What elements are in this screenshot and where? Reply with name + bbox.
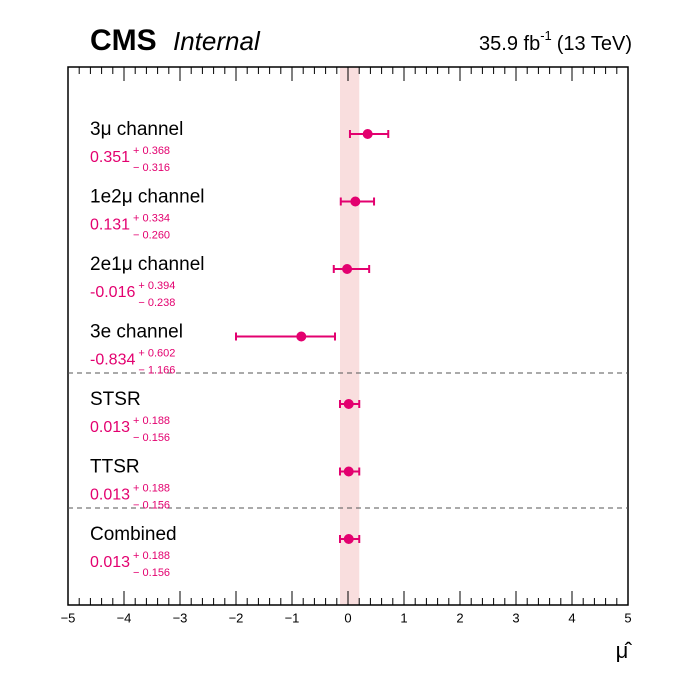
err-plus-label: + 0.188 — [133, 482, 170, 494]
err-minus-label: − 0.156 — [133, 432, 170, 444]
status: Internal — [173, 26, 261, 56]
point — [343, 534, 354, 544]
value-label: 0.013 — [90, 554, 130, 571]
err-minus-label: − 0.238 — [138, 297, 175, 309]
x-tick-label: 4 — [568, 610, 575, 625]
err-minus-label: − 1.166 — [138, 364, 175, 376]
x-axis-label: μ̂ — [616, 638, 633, 663]
value-label: 0.351 — [90, 149, 130, 166]
err-minus-label: − 0.316 — [133, 162, 170, 174]
x-tick-label: 1 — [400, 610, 407, 625]
value-label: 0.013 — [90, 419, 130, 436]
x-tick-label: −2 — [229, 610, 244, 625]
lumi: 35.9 fb — [479, 33, 540, 55]
plot-area — [235, 67, 390, 605]
point — [343, 399, 354, 409]
point — [350, 196, 361, 207]
energy: (13 TeV) — [557, 33, 632, 55]
category-label: TTSR — [90, 457, 140, 478]
value-label: -0.834 — [90, 352, 135, 369]
category-label: 1e2μ channel — [90, 187, 204, 208]
point — [296, 331, 307, 342]
err-minus-label: − 0.260 — [133, 229, 170, 241]
x-tick-label: 2 — [456, 610, 463, 625]
value-label: -0.016 — [90, 284, 135, 301]
x-tick-label: 3 — [512, 610, 519, 625]
err-plus-label: + 0.602 — [138, 347, 175, 359]
value-label: 0.013 — [90, 487, 130, 504]
x-tick-label: −4 — [117, 610, 132, 625]
x-tick-label: −1 — [285, 610, 300, 625]
err-plus-label: + 0.188 — [133, 415, 170, 427]
uncertainty-band — [339, 67, 360, 605]
point — [362, 129, 373, 139]
point — [342, 264, 353, 274]
category-label: 3e channel — [90, 322, 183, 343]
category-label: 2e1μ channel — [90, 254, 204, 275]
category-label: STSR — [90, 389, 141, 410]
category-label: 3μ channel — [90, 119, 183, 140]
err-minus-label: − 0.156 — [133, 567, 170, 579]
err-minus-label: − 0.156 — [133, 499, 170, 511]
err-plus-label: + 0.394 — [138, 280, 175, 292]
x-tick-label: 0 — [344, 610, 351, 625]
x-tick-label: −5 — [61, 610, 76, 625]
point — [343, 466, 354, 477]
lumi-label: 35.9 fb-1 (13 TeV) — [479, 28, 632, 55]
lumi-exp: -1 — [540, 28, 552, 43]
x-tick-label: −3 — [173, 610, 188, 625]
err-plus-label: + 0.188 — [133, 550, 170, 562]
err-plus-label: + 0.368 — [133, 145, 170, 157]
value-label: 0.131 — [90, 217, 130, 234]
err-plus-label: + 0.334 — [133, 212, 170, 224]
experiment: CMS — [90, 24, 157, 57]
x-tick-label: 5 — [624, 610, 631, 625]
category-label: Combined — [90, 524, 177, 545]
